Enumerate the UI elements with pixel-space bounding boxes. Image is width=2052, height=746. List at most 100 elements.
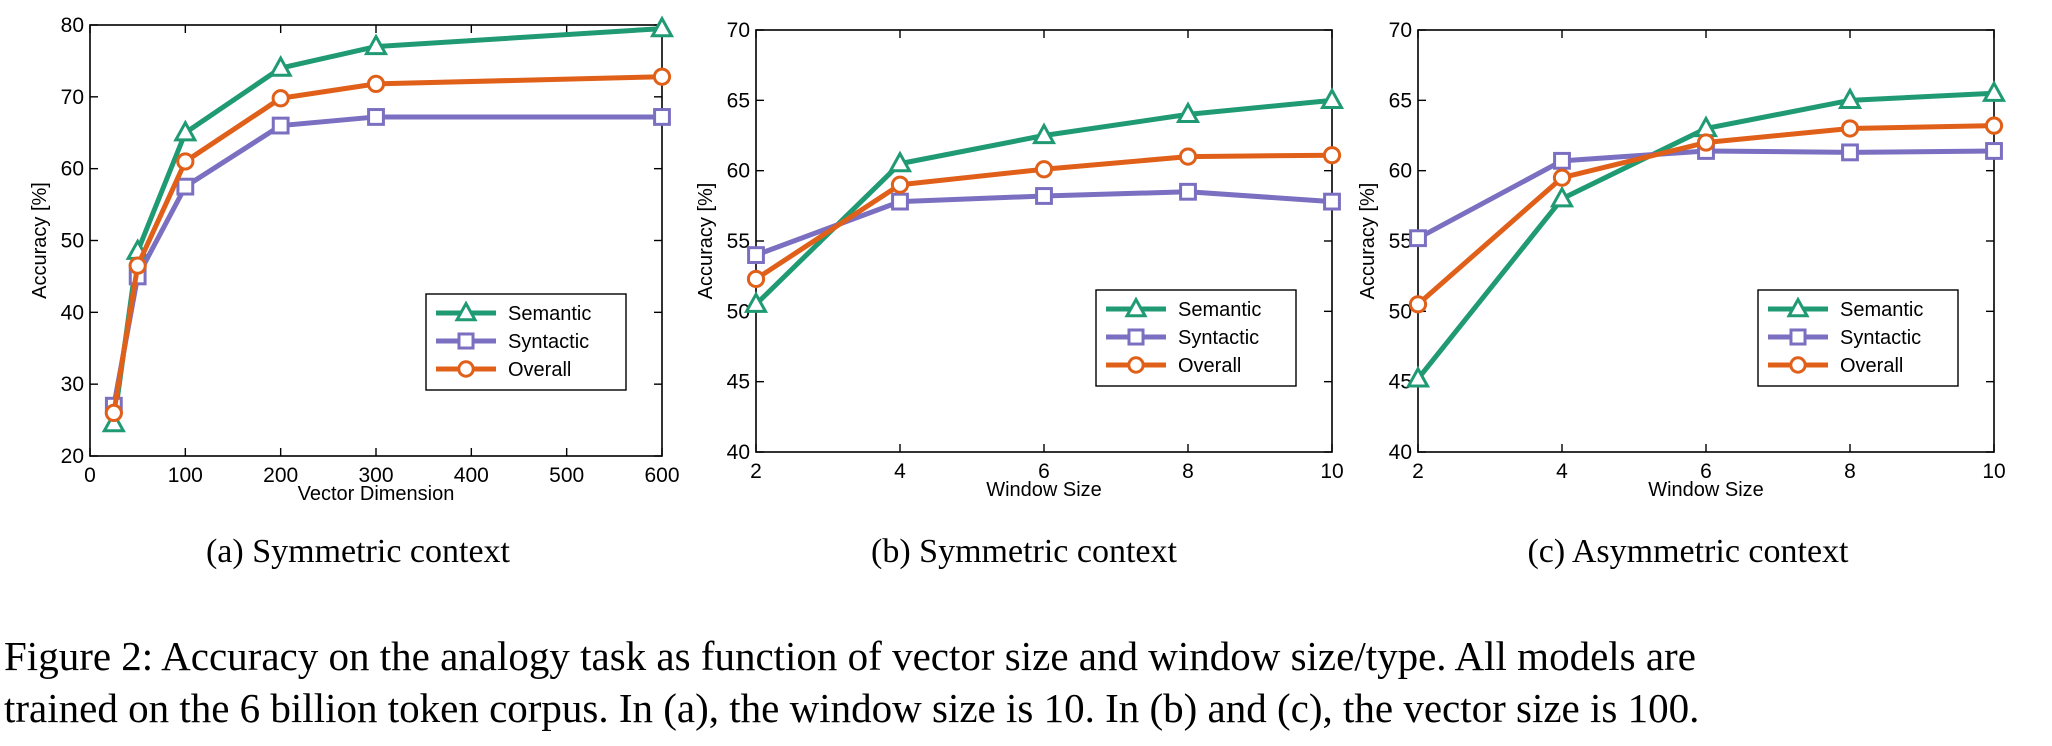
x-tick-label: 6 [1038, 460, 1050, 483]
data-point [1405, 365, 1431, 388]
data-point [747, 246, 765, 264]
data-point [1984, 116, 2004, 135]
y-tick-label: 60 [1389, 160, 1412, 183]
x-tick-label: 200 [263, 464, 298, 487]
data-point [1408, 295, 1428, 314]
x-tick-label: 2 [1412, 460, 1424, 483]
x-tick-label: 500 [549, 464, 584, 487]
legend-entry-syntactic: Syntactic [1768, 327, 1921, 349]
legend-marker [457, 360, 475, 378]
figure-caption: Figure 2: Accuracy on the analogy task a… [4, 630, 2050, 734]
legend-label: Syntactic [508, 331, 589, 353]
y-axis-label: Accuracy [%] [1357, 183, 1379, 300]
data-point [1696, 133, 1716, 152]
data-point [1409, 229, 1427, 248]
data-point [1553, 151, 1571, 170]
data-point [104, 403, 123, 422]
data-point [1552, 168, 1572, 187]
data-point [1031, 122, 1057, 145]
y-tick-label: 65 [1389, 89, 1412, 112]
data-point [176, 177, 195, 196]
legend-marker [1789, 328, 1807, 346]
x-tick-label: 10 [1982, 460, 2005, 483]
x-tick-label: 300 [358, 464, 393, 487]
data-point [271, 116, 290, 135]
x-tick-label: 8 [1182, 460, 1194, 483]
x-tick-label: 10 [1320, 460, 1343, 483]
x-axis-label: Vector Dimension [298, 483, 455, 505]
legend-marker [454, 300, 478, 322]
data-point [366, 74, 386, 94]
x-tick-label: 0 [84, 464, 96, 487]
x-tick-label: 400 [454, 464, 489, 487]
x-tick-label: 600 [644, 464, 679, 487]
legend-label: Overall [508, 359, 571, 381]
x-tick-label: 4 [1556, 460, 1568, 483]
data-point [1549, 185, 1575, 208]
legend-entry-overall: Overall [1768, 355, 1903, 377]
data-point [891, 192, 909, 211]
data-point [1319, 87, 1345, 109]
data-point [1985, 142, 2003, 160]
data-point [1035, 187, 1053, 205]
data-point [101, 410, 126, 433]
series-overall [746, 146, 1342, 289]
y-tick-label: 50 [727, 300, 750, 323]
series-syntactic [747, 182, 1341, 264]
legend-marker [1127, 328, 1145, 346]
data-point [268, 55, 293, 77]
caption-line-1: Figure 2: Accuracy on the analogy task a… [4, 633, 1696, 679]
data-point [1323, 192, 1341, 211]
x-tick-label: 2 [750, 460, 762, 483]
legend-entry-overall: Overall [436, 359, 571, 381]
legend-marker [1786, 296, 1810, 318]
data-point [746, 269, 766, 289]
data-point [890, 175, 910, 194]
subcaption-c: (c) Asymmetric context [1527, 533, 1849, 570]
data-point [176, 152, 195, 171]
data-point [173, 119, 198, 142]
x-axis-label: Window Size [986, 479, 1102, 501]
legend-label: Overall [1178, 355, 1241, 377]
y-axis-label: Accuracy [%] [695, 183, 717, 300]
legend-entry-semantic: Semantic [436, 300, 591, 325]
plot-area [1417, 29, 1995, 453]
chart-a: 0 100 200 300 400 500 600 20 30 40 50 60 70 80 Vector … [29, 14, 680, 570]
x-tick-label: 8 [1844, 460, 1856, 483]
x-tick-label: 4 [894, 460, 906, 483]
legend-entry-overall: Overall [1106, 355, 1241, 377]
data-point [271, 89, 290, 108]
data-point [367, 108, 385, 126]
legend-label: Semantic [1840, 299, 1923, 321]
series-overall [1408, 116, 2004, 314]
legend: Semantic Syntactic Overall [1757, 289, 1959, 387]
y-axis-label: Accuracy [%] [29, 182, 51, 299]
y-tick-label: 60 [727, 160, 750, 183]
legend-label: Semantic [1178, 299, 1261, 321]
legend-marker [1124, 296, 1148, 318]
data-point [1034, 160, 1054, 179]
y-tick-label: 65 [727, 89, 750, 112]
legend-marker [1789, 356, 1807, 374]
legend-entry-semantic: Semantic [1768, 296, 1923, 321]
data-point [653, 108, 671, 126]
y-tick-label: 40 [61, 301, 84, 324]
data-point [1841, 143, 1859, 162]
y-tick-label: 55 [1389, 230, 1412, 253]
y-tick-label: 40 [1389, 441, 1412, 464]
y-tick-label: 70 [727, 19, 750, 42]
y-tick-label: 30 [61, 373, 84, 396]
chart-c: 2 4 6 8 10 40 45 50 55 60 65 70 Window Size Accuracy … [1357, 19, 2007, 570]
plot-area [755, 29, 1333, 453]
legend-marker [457, 332, 475, 350]
y-tick-label: 45 [1389, 371, 1412, 394]
y-tick-label: 20 [61, 445, 84, 468]
x-tick-label: 6 [1700, 460, 1712, 483]
series-semantic [1405, 80, 2007, 388]
x-axis-label: Window Size [1648, 479, 1764, 501]
y-tick-label: 80 [61, 14, 84, 37]
legend-label: Overall [1840, 355, 1903, 377]
data-point [1837, 87, 1863, 109]
y-tick-label: 45 [727, 371, 750, 394]
legend-marker [1127, 356, 1145, 374]
